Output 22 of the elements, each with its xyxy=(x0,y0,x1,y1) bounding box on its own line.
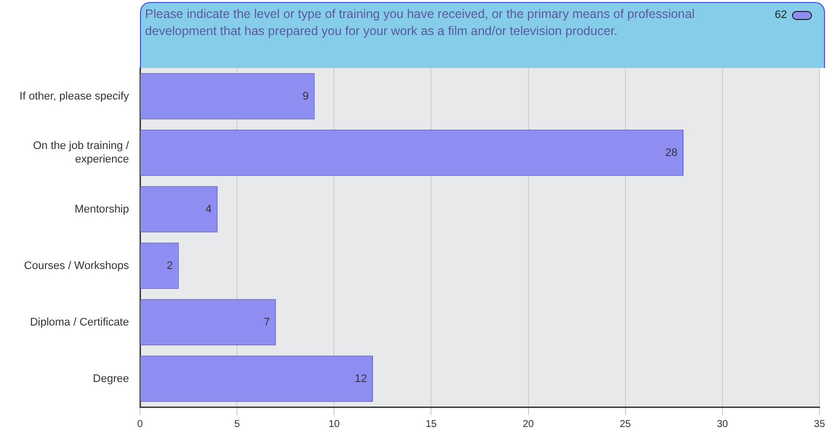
data-label: 9 xyxy=(302,90,309,102)
y-tick-label: On the job training / experience xyxy=(32,140,130,166)
data-label: 4 xyxy=(206,203,212,216)
y-tick-label: If other, please specify xyxy=(20,90,130,102)
x-tick-label: 30 xyxy=(716,418,728,430)
x-tick-label: 10 xyxy=(328,418,340,430)
data-label: 2 xyxy=(166,260,173,272)
x-tick-label: 0 xyxy=(137,418,144,430)
x-tick-label: 25 xyxy=(620,418,632,430)
x-tick-label: 20 xyxy=(522,418,534,430)
y-tick-label: Courses / Workshops xyxy=(24,260,130,272)
data-label: 28 xyxy=(665,146,678,159)
x-tick-label: 5 xyxy=(234,418,240,430)
y-tick-label: Diploma / Certificate xyxy=(30,316,129,328)
data-label: 7 xyxy=(264,316,270,328)
x-tick-label: 15 xyxy=(426,418,438,430)
legend-label: 62 xyxy=(774,9,787,21)
x-tick-label: 35 xyxy=(814,418,826,430)
y-tick-label: Degree xyxy=(92,372,129,385)
y-tick-label: Mentorship xyxy=(74,203,129,216)
chart-title: Please indicate the level or type of training you have received, or the primary means of professional development that has prepared you for your work as a film and/or television producer. xyxy=(145,6,696,40)
data-label: 12 xyxy=(354,372,367,385)
